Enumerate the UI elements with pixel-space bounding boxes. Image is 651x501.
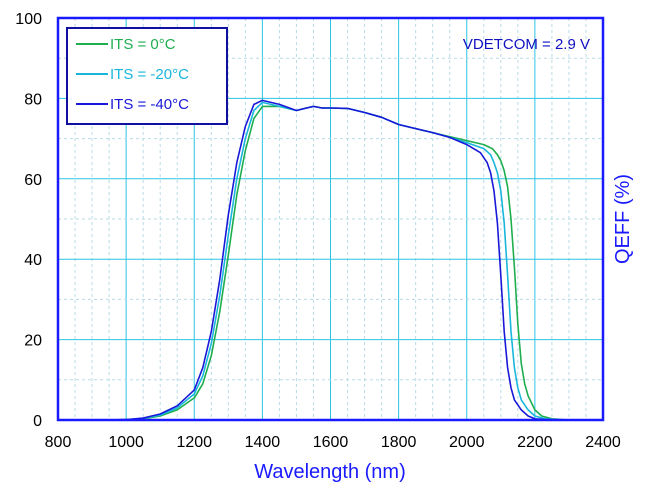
- y-tick-label: 80: [24, 91, 42, 108]
- x-tick-label: 1200: [176, 434, 212, 451]
- legend-label: ITS = -40°C: [110, 96, 189, 113]
- legend-label: ITS = -20°C: [110, 66, 189, 83]
- series-lines: [108, 99, 570, 421]
- x-tick-label: 800: [45, 434, 72, 451]
- x-tick-label: 1800: [381, 434, 417, 451]
- y-tick-label: 100: [15, 11, 42, 28]
- x-tick-label: 2000: [449, 434, 485, 451]
- y-tick-labels: 0 20 40 60 80 100: [15, 11, 42, 430]
- y-tick-label: 20: [24, 333, 42, 350]
- x-tick-labels: 800 1000 1200 1400 1600 1800 2000 2200 2400: [45, 434, 621, 451]
- x-tick-label: 2400: [585, 434, 621, 451]
- y-axis-title: QEFF (%): [612, 174, 634, 264]
- legend-label: ITS = 0°C: [110, 36, 176, 53]
- legend: ITS = 0°C ITS = -20°C ITS = -40°C: [66, 27, 228, 125]
- y-tick-label: 0: [33, 413, 42, 430]
- plot-border: [56, 16, 605, 422]
- x-tick-label: 1000: [108, 434, 144, 451]
- x-tick-label: 2200: [517, 434, 553, 451]
- x-tick-label: 1400: [245, 434, 281, 451]
- y-tick-label: 40: [24, 252, 42, 269]
- series-line-2: [108, 99, 557, 421]
- x-tick-label: 1600: [313, 434, 349, 451]
- x-axis-title: Wavelength (nm): [254, 461, 406, 483]
- y-tick-label: 60: [24, 172, 42, 189]
- vdetcom-annotation: VDETCOM = 2.9 V: [463, 36, 590, 53]
